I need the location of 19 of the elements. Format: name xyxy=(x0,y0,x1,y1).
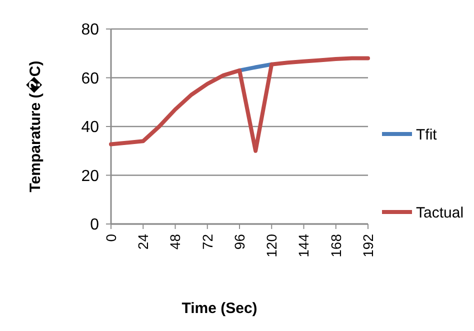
x-tick-label: 24 xyxy=(135,234,152,250)
x-tick-label: 168 xyxy=(328,234,344,258)
x-tick-label: 72 xyxy=(199,234,216,250)
x-tick-label: 48 xyxy=(167,234,184,250)
legend-label: Tfit xyxy=(416,126,438,144)
line-series xyxy=(109,56,370,153)
x-axis-title: Time (Sec) xyxy=(182,300,258,317)
x-tick-label: 120 xyxy=(264,234,280,258)
y-tick-label: 20 xyxy=(81,168,100,185)
y-axis-title: Temparature (�C) xyxy=(26,60,44,192)
y-tick-label: 60 xyxy=(81,70,100,88)
legend-label: Tactual xyxy=(416,204,464,222)
x-tick-label: 0 xyxy=(102,234,119,242)
x-tick-label: 192 xyxy=(360,234,376,258)
y-tick-label: 0 xyxy=(90,216,100,234)
y-tick-label: 80 xyxy=(81,22,100,39)
y-tick-label: 40 xyxy=(81,119,100,136)
x-tick-label: 144 xyxy=(296,234,312,258)
x-tick-label: 96 xyxy=(231,234,248,250)
